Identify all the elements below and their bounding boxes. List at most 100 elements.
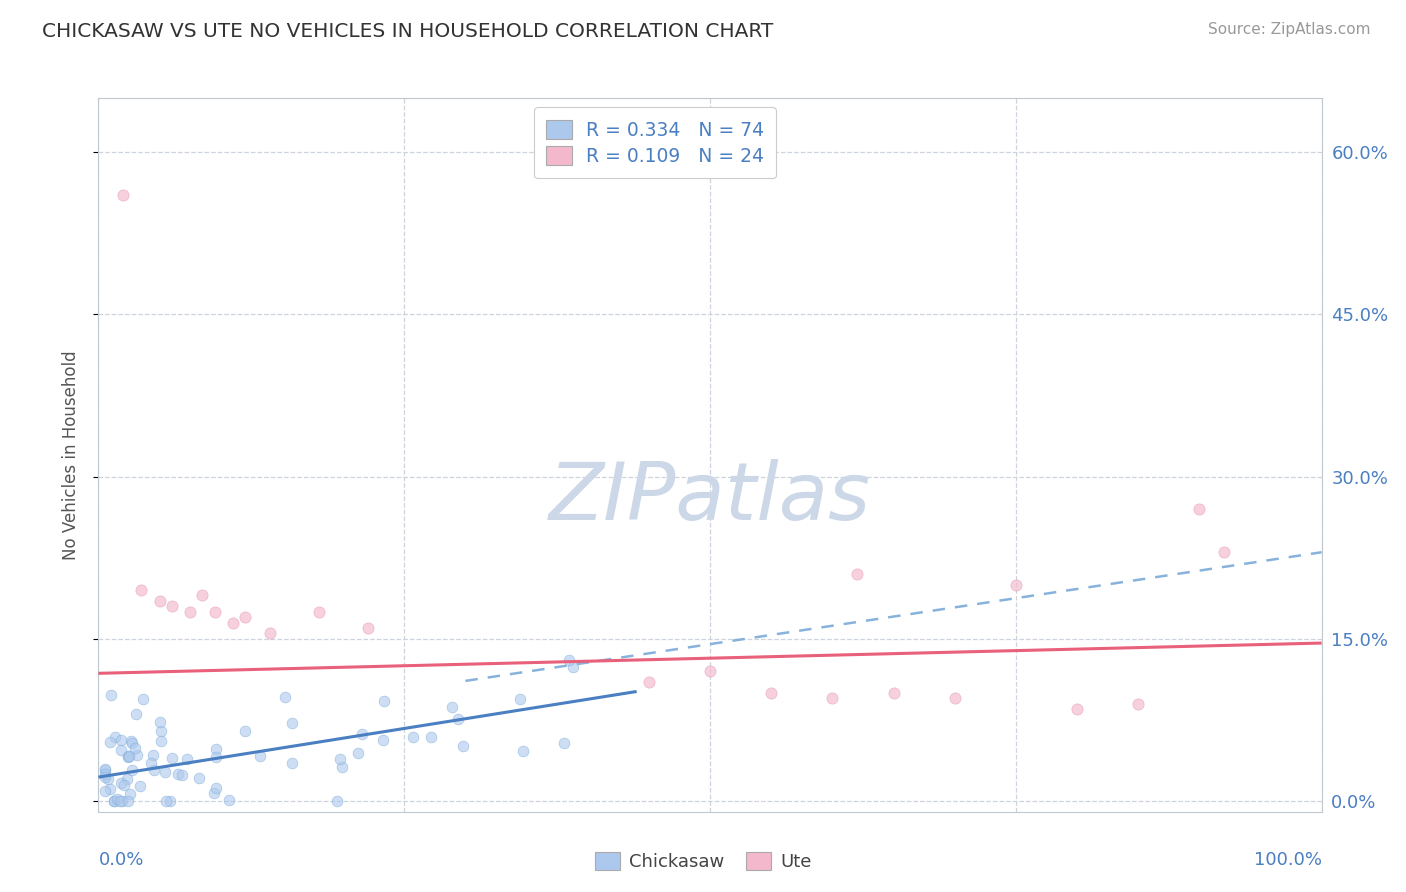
- Point: [132, 692, 155, 706]
- Point: [561, 660, 583, 674]
- Point: [129, 779, 152, 793]
- Point: [118, 749, 141, 764]
- Point: [93, 783, 115, 797]
- Point: [111, 188, 134, 202]
- Point: [117, 749, 139, 764]
- Text: 100.0%: 100.0%: [1254, 851, 1322, 869]
- Point: [121, 763, 143, 777]
- Point: [117, 794, 139, 808]
- Point: [346, 746, 368, 760]
- Point: [373, 732, 395, 747]
- Point: [110, 776, 132, 790]
- Point: [281, 716, 304, 731]
- Point: [129, 583, 152, 598]
- Point: [883, 686, 905, 700]
- Point: [143, 763, 166, 777]
- Point: [330, 760, 353, 774]
- Point: [98, 735, 121, 749]
- Point: [440, 700, 463, 714]
- Point: [943, 691, 966, 706]
- Point: [204, 742, 226, 756]
- Point: [97, 772, 120, 787]
- Point: [274, 690, 297, 705]
- Point: [761, 686, 783, 700]
- Point: [159, 794, 181, 808]
- Point: [93, 770, 115, 784]
- Point: [308, 605, 330, 619]
- Point: [149, 734, 172, 748]
- Legend: Chickasaw, Ute: Chickasaw, Ute: [588, 846, 818, 879]
- Point: [103, 794, 125, 808]
- Point: [222, 615, 245, 630]
- Point: [111, 794, 134, 808]
- Text: 0.0%: 0.0%: [98, 851, 143, 869]
- Point: [1128, 697, 1150, 711]
- Point: [93, 762, 115, 776]
- Point: [373, 694, 395, 708]
- Point: [845, 566, 868, 581]
- Point: [1188, 502, 1211, 516]
- Point: [108, 794, 131, 808]
- Point: [557, 653, 579, 667]
- Point: [105, 792, 128, 806]
- Point: [127, 747, 149, 762]
- Point: [204, 605, 226, 619]
- Point: [218, 792, 240, 806]
- Point: [1004, 577, 1026, 591]
- Point: [172, 768, 194, 782]
- Point: [281, 756, 304, 770]
- Text: Source: ZipAtlas.com: Source: ZipAtlas.com: [1208, 22, 1371, 37]
- Point: [191, 589, 214, 603]
- Point: [553, 736, 575, 750]
- Point: [176, 752, 198, 766]
- Point: [117, 750, 139, 764]
- Point: [420, 730, 443, 744]
- Point: [121, 735, 143, 749]
- Point: [124, 740, 146, 755]
- Point: [155, 794, 177, 808]
- Point: [139, 756, 162, 770]
- Point: [167, 767, 190, 781]
- Point: [699, 664, 721, 678]
- Point: [204, 780, 226, 795]
- Point: [202, 786, 225, 800]
- Point: [509, 692, 531, 706]
- Text: CHICKASAW VS UTE NO VEHICLES IN HOUSEHOLD CORRELATION CHART: CHICKASAW VS UTE NO VEHICLES IN HOUSEHOL…: [42, 22, 773, 41]
- Point: [115, 772, 138, 786]
- Point: [149, 594, 172, 608]
- Point: [1212, 545, 1234, 559]
- Legend: R = 0.334   N = 74, R = 0.109   N = 24: R = 0.334 N = 74, R = 0.109 N = 24: [534, 108, 776, 178]
- Point: [103, 794, 125, 808]
- Point: [149, 714, 172, 729]
- Point: [1066, 702, 1088, 716]
- Text: ZIPatlas: ZIPatlas: [548, 458, 872, 537]
- Point: [356, 621, 378, 635]
- Point: [160, 599, 183, 614]
- Point: [120, 734, 142, 748]
- Point: [233, 724, 256, 739]
- Point: [141, 748, 163, 763]
- Point: [402, 730, 425, 744]
- Point: [98, 781, 121, 796]
- Point: [259, 626, 281, 640]
- Point: [446, 712, 468, 726]
- Point: [114, 778, 136, 792]
- Point: [326, 794, 349, 808]
- Point: [94, 767, 117, 781]
- Point: [110, 743, 132, 757]
- Y-axis label: No Vehicles in Household: No Vehicles in Household: [62, 350, 80, 560]
- Point: [162, 751, 184, 765]
- Point: [150, 724, 173, 739]
- Point: [205, 749, 228, 764]
- Point: [179, 605, 201, 619]
- Point: [821, 691, 844, 706]
- Point: [512, 744, 534, 758]
- Point: [120, 788, 142, 802]
- Point: [104, 730, 127, 744]
- Point: [350, 727, 373, 741]
- Point: [110, 733, 132, 747]
- Point: [188, 772, 211, 786]
- Point: [249, 749, 271, 764]
- Point: [453, 739, 475, 753]
- Point: [329, 752, 352, 766]
